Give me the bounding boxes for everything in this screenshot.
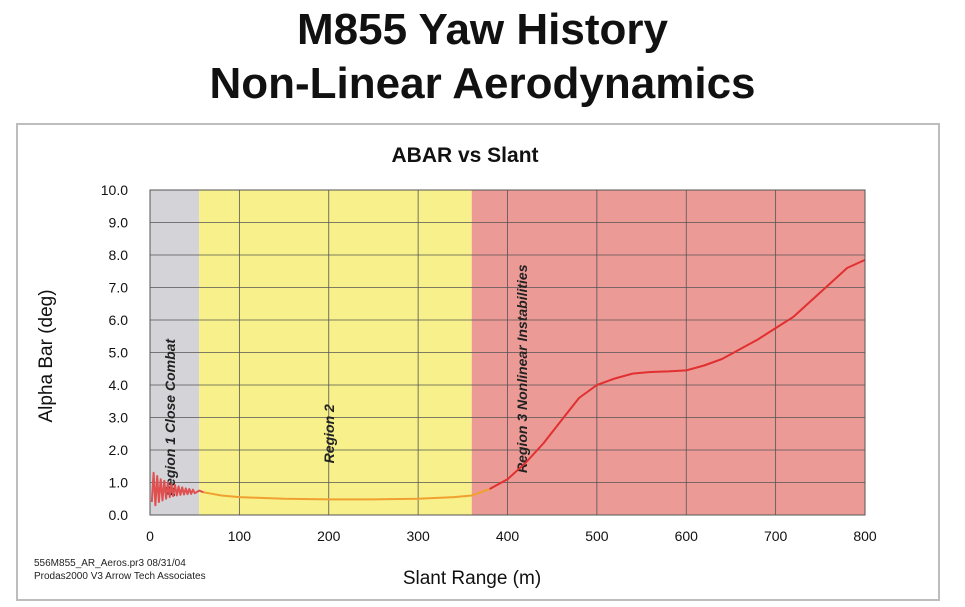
x-tick-label: 0 (146, 528, 154, 544)
y-tick-label: 5.0 (109, 345, 129, 361)
y-tick-label: 1.0 (109, 475, 129, 491)
y-tick-label: 9.0 (109, 215, 129, 231)
x-tick-label: 800 (853, 528, 877, 544)
footnote-software: Prodas2000 V3 Arrow Tech Associates (34, 571, 206, 582)
region-label-1: Region 1 Close Combat (162, 338, 178, 496)
region-label-2: Region 2 (321, 404, 337, 463)
footnote-file: 556M855_AR_Aeros.pr3 08/31/04 (34, 558, 186, 569)
y-tick-label: 4.0 (109, 377, 129, 393)
x-tick-label: 600 (675, 528, 699, 544)
x-tick-label: 400 (496, 528, 520, 544)
x-tick-label: 200 (317, 528, 341, 544)
y-tick-label: 6.0 (109, 312, 129, 328)
slide-title-line2: Non-Linear Aerodynamics (209, 59, 756, 108)
x-tick-label: 700 (764, 528, 788, 544)
y-tick-label: 3.0 (109, 410, 129, 426)
x-tick-label: 100 (228, 528, 252, 544)
y-tick-label: 8.0 (109, 247, 129, 263)
y-tick-label: 2.0 (109, 442, 129, 458)
x-tick-label: 500 (585, 528, 609, 544)
plot-border (149, 189, 866, 516)
series-line-segment-1 (150, 471, 204, 507)
series-line-segment-3 (489, 258, 866, 490)
y-tick-label: 10.0 (101, 182, 128, 198)
y-axis-label: Alpha Bar (deg) (36, 289, 57, 422)
y-tick-label: 7.0 (109, 280, 129, 296)
series-line-segment-2 (203, 488, 490, 501)
region-label-3: Region 3 Nonlinear Instabilities (514, 264, 530, 473)
x-axis-label: Slant Range (m) (403, 568, 541, 589)
y-tick-label: 0.0 (109, 507, 129, 523)
chart-title: ABAR vs Slant (391, 144, 538, 167)
slide-title-line1: M855 Yaw History (297, 5, 668, 54)
x-tick-label: 300 (406, 528, 430, 544)
